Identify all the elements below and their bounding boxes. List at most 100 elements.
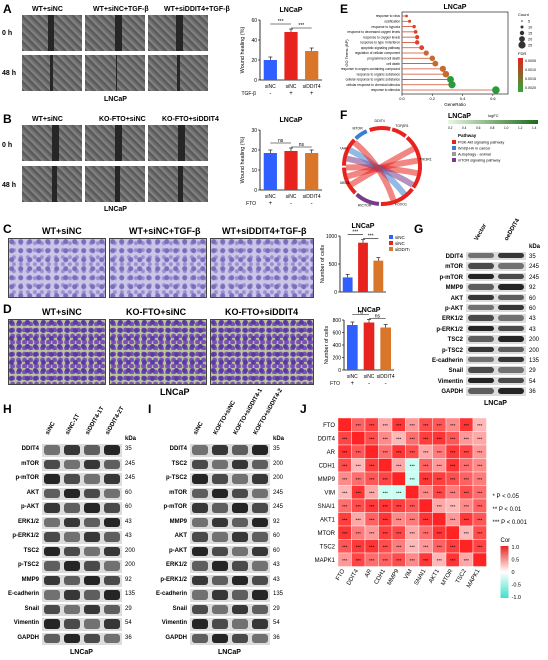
bar — [263, 60, 277, 80]
blot-kda-value: 29 — [529, 368, 536, 375]
heatmap-row-label: MMP9 — [318, 477, 336, 483]
heatmap-sig: *** — [410, 423, 416, 428]
blot-band — [104, 474, 120, 484]
cor-tick-label: 1.0 — [512, 545, 520, 551]
blot-strip — [190, 516, 270, 529]
blot-strip — [466, 304, 526, 313]
blot-strip — [190, 545, 270, 558]
panel-label-g: G — [414, 222, 424, 236]
blot-protein-label: GAPDH — [165, 634, 187, 641]
term-dot — [412, 24, 416, 29]
term-dot — [419, 45, 425, 51]
blot-band — [64, 575, 80, 585]
blot-band — [64, 532, 80, 542]
x-axis-label: GeneRatio — [444, 102, 466, 107]
blot-band — [232, 459, 248, 469]
chord-arc — [405, 135, 422, 189]
blot-strip — [190, 473, 270, 486]
blot-kda-value: 35 — [273, 446, 280, 452]
panel-a-row-0h: 0 h — [2, 30, 13, 37]
factor-sign: + — [269, 201, 273, 207]
panel-label-b: B — [3, 112, 12, 126]
blot-band — [212, 604, 228, 614]
heatmap-row-label: MAPK1 — [315, 558, 336, 564]
blot-band — [104, 590, 120, 600]
blot-band — [252, 459, 268, 469]
blot-strip — [42, 487, 122, 500]
fdr-legend-label: 0.0010 — [525, 68, 536, 72]
heatmap-sig: *** — [423, 558, 429, 563]
gene-label: RPS6KB1 — [340, 181, 350, 185]
blot-kda-value: 29 — [273, 605, 280, 612]
blot-strip — [190, 560, 270, 573]
blot-protein-label: Vimentin — [161, 620, 187, 626]
blot-strip — [466, 293, 526, 302]
blot-strip — [466, 324, 526, 334]
blot-band — [84, 532, 100, 542]
heatmap-sig: *** — [396, 463, 402, 468]
x-tick-label: 0.0 — [399, 96, 405, 101]
cor-colorbar — [500, 546, 509, 598]
blot-kda-value: 43 — [125, 518, 132, 525]
blot-strip — [466, 345, 526, 354]
panel-label-i: I — [148, 402, 152, 416]
blot-protein-label: Vimentin — [437, 378, 463, 385]
bar — [363, 322, 375, 370]
panel-b-col2: KO-FTO+siNC — [99, 116, 146, 123]
term-dot — [413, 29, 418, 34]
blot-kda-value: 36 — [273, 634, 280, 641]
heatmap-sig: *** — [410, 436, 416, 441]
blot-kda-value: 29 — [125, 605, 132, 612]
blot-band — [44, 503, 60, 513]
blot-band — [212, 488, 228, 498]
blot-kda-value: 245 — [125, 475, 136, 481]
heatmap-cell — [432, 512, 447, 527]
panel-c-col3: WT+siDDIT4+TGF-β — [222, 226, 307, 236]
term-dot — [429, 55, 436, 62]
y-axis-label: Number of cells — [320, 245, 326, 283]
heatmap-sig: *** — [423, 450, 429, 455]
cor-legend-title: Cor — [501, 538, 511, 544]
blot-strip — [466, 376, 526, 386]
term-dot — [415, 35, 420, 40]
heatmap-sig: *** — [423, 531, 429, 536]
blot-band — [44, 619, 60, 629]
kda-label: kDa — [273, 436, 285, 442]
blot-protein-label: p-ERK1/2 — [436, 326, 463, 333]
panel-a-col3: WT+siDDIT4+TGF-β — [164, 6, 230, 13]
blot-protein-label: ERK1/2 — [17, 518, 39, 525]
blot-band — [232, 445, 248, 455]
term-label: response to oxygen levels — [363, 35, 400, 39]
bar — [305, 51, 319, 80]
heatmap-col-label: VIM — [403, 569, 414, 581]
gene-label: TGFβR1 — [395, 124, 409, 128]
factor-sign: + — [289, 91, 293, 97]
y-tick-label: 0 — [254, 188, 257, 194]
blot-band — [232, 619, 248, 629]
blot-band — [498, 305, 524, 311]
term-dot — [405, 14, 408, 18]
heatmap-sig: *** — [423, 463, 429, 468]
legend-label: siDDIT4 — [395, 247, 410, 252]
blot-protein-label: mTOR — [21, 460, 39, 467]
heatmap-sig: *** — [450, 504, 456, 509]
heatmap-sig: *** — [437, 504, 443, 509]
x-tick-label: siDDIT4 — [377, 374, 395, 380]
count-legend-label: 25 — [528, 43, 532, 47]
legend-label: siNC — [395, 241, 405, 246]
wound-image-a-2-0h — [84, 14, 146, 52]
panel-b-row-48h: 48 h — [2, 182, 17, 189]
heatmap-sig: *** — [423, 490, 429, 495]
chord-arc — [369, 126, 391, 132]
blot-band — [104, 459, 120, 469]
blot-band — [44, 546, 60, 556]
transwell-image-c-3 — [210, 238, 314, 298]
heatmap-sig: *** — [464, 436, 470, 441]
blot-band — [232, 561, 248, 571]
heatmap-cell — [405, 485, 420, 500]
blot-protein-label: Snail — [172, 605, 187, 612]
pathway-label: Autophagy - animal — [458, 153, 491, 157]
gene-label: PIK3R1 — [420, 158, 432, 162]
blot-band — [252, 474, 268, 484]
blot-band — [468, 367, 494, 373]
